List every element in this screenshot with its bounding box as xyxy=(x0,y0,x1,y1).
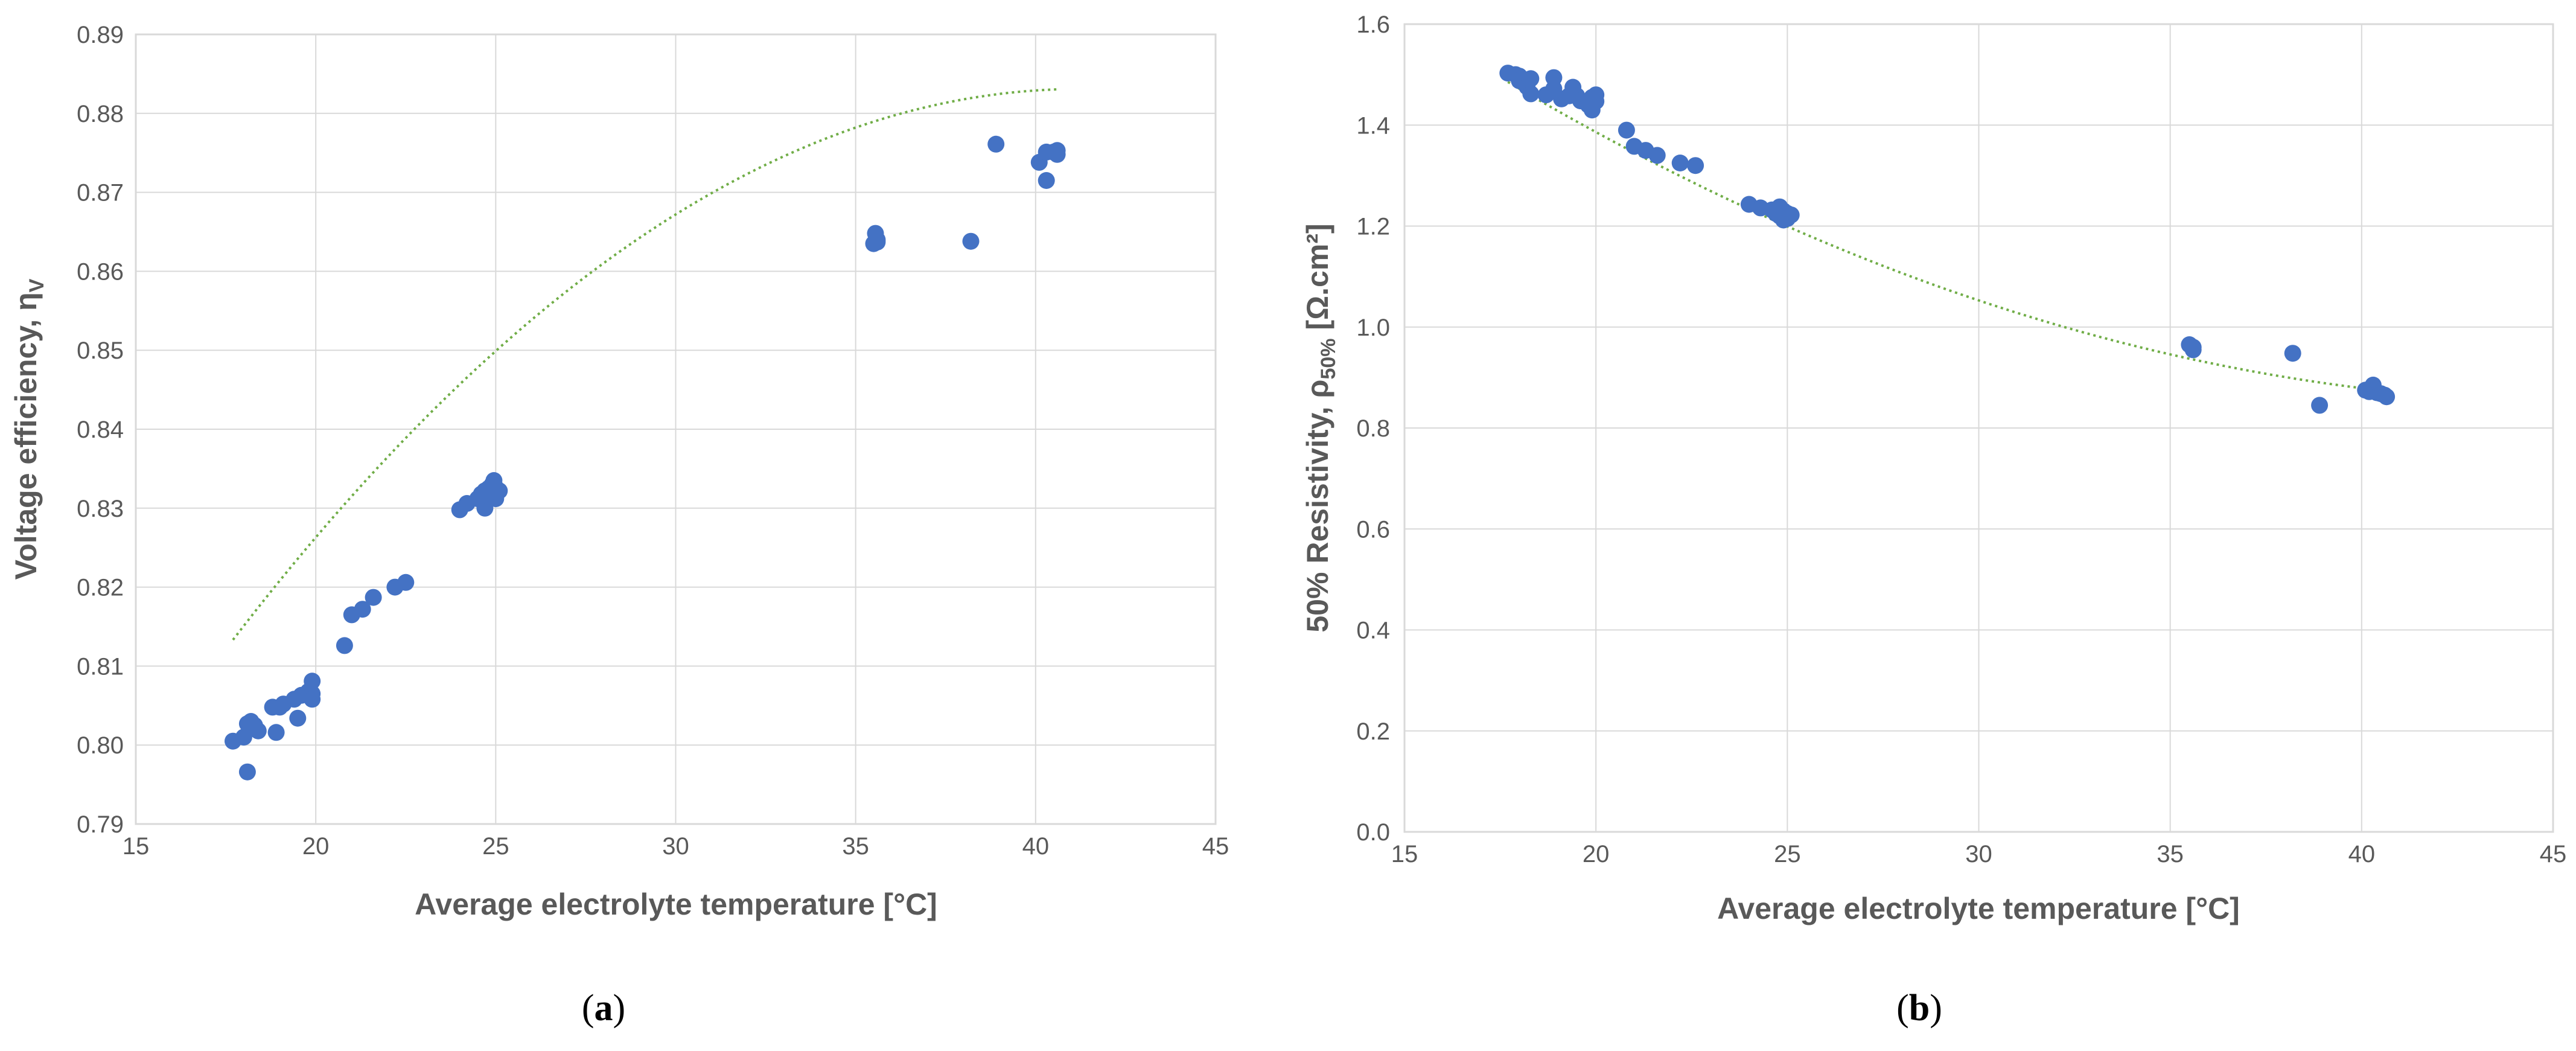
chart-a-point xyxy=(987,135,1005,153)
chart-b-point xyxy=(1671,155,1689,171)
chart-b-points xyxy=(1499,65,2396,414)
chart-a-y-axis-title-sub: V xyxy=(25,278,48,292)
chart-a-xtick-label: 15 xyxy=(123,833,150,860)
chart-a-xtick-label: 35 xyxy=(842,833,869,860)
chart-a-ytick-label: 0.81 xyxy=(77,653,124,680)
chart-a-ytick-label: 0.86 xyxy=(77,258,124,285)
chart-a-ytick-label: 0.82 xyxy=(77,575,124,601)
chart-a-ytick-label: 0.88 xyxy=(77,101,124,127)
chart-b-xtick-label: 40 xyxy=(2348,841,2376,867)
chart-a-ytick-label: 0.79 xyxy=(77,811,124,838)
chart-b-point xyxy=(1782,206,1800,224)
chart-b: 0.0 0.2 0.4 0.6 0.8 1.0 1.2 1.4 1.6 15 20 25 30 35 40… xyxy=(1301,11,2566,1029)
chart-a: 0.79 0.80 0.81 0.82 0.83 0.84 0.85 0.86 0.87 0.88… xyxy=(9,22,1229,1029)
chart-a-ytick-label: 0.85 xyxy=(77,337,124,364)
chart-b-y-axis-title-sub: 50% xyxy=(1317,338,1340,379)
chart-b-y-axis-title: 50% Resistivity, ρ50% [Ω.cm²] xyxy=(1301,223,1340,632)
chart-a-panel-label: (a) xyxy=(582,988,625,1029)
chart-a-xtick-label: 25 xyxy=(482,833,509,860)
chart-b-ytick-label: 0.6 xyxy=(1356,516,1390,543)
chart-b-panel-label: (b) xyxy=(1896,988,1942,1029)
chart-a-ytick-label: 0.84 xyxy=(77,417,124,443)
chart-a-ytick-labels: 0.79 0.80 0.81 0.82 0.83 0.84 0.85 0.86 0.87 0.88… xyxy=(77,22,124,838)
chart-b-point xyxy=(1687,157,1704,174)
chart-b-xtick-label: 20 xyxy=(1583,841,1610,867)
chart-b-ytick-label: 1.4 xyxy=(1356,112,1390,139)
chart-a-point xyxy=(869,234,886,251)
chart-a-point xyxy=(365,589,382,606)
chart-b-ytick-label: 0.2 xyxy=(1356,718,1390,745)
chart-a-point xyxy=(354,601,371,618)
chart-b-xtick-label: 45 xyxy=(2540,841,2567,867)
chart-b-point xyxy=(1522,70,1540,88)
chart-a-point xyxy=(491,482,508,499)
chart-b-xtick-label: 15 xyxy=(1391,841,1418,867)
chart-b-point xyxy=(1648,147,1666,164)
chart-a-ytick-label: 0.87 xyxy=(77,180,124,206)
chart-b-point xyxy=(2184,339,2202,356)
chart-a-point xyxy=(267,724,285,741)
chart-b-ytick-label: 1.6 xyxy=(1356,11,1390,38)
chart-a-point xyxy=(397,573,415,591)
chart-a-point xyxy=(336,637,353,654)
chart-b-point xyxy=(1545,69,1563,86)
chart-b-xtick-label: 30 xyxy=(1965,841,1992,867)
chart-b-xtick-label: 25 xyxy=(1774,841,1801,867)
chart-a-point xyxy=(289,709,307,727)
chart-a-ytick-label: 0.80 xyxy=(77,732,124,759)
chart-a-xtick-label: 30 xyxy=(662,833,689,860)
chart-a-trendline xyxy=(232,88,1057,641)
chart-b-y-axis-title-unit: [Ω.cm²] xyxy=(1301,223,1334,338)
chart-b-x-axis-title: Average electrolyte temperature [°C] xyxy=(1717,892,2240,925)
chart-a-xtick-label: 20 xyxy=(302,833,330,860)
chart-b-ytick-label: 0.0 xyxy=(1356,819,1390,846)
chart-b-point xyxy=(1522,85,1540,103)
chart-a-plot-frame xyxy=(135,33,1217,825)
chart-a-panel-label-open: ( xyxy=(582,988,595,1029)
chart-b-ytick-label: 1.2 xyxy=(1356,214,1390,240)
chart-b-point xyxy=(2378,388,2396,406)
chart-a-point xyxy=(1048,142,1066,159)
chart-b-panel-label-letter: b xyxy=(1909,988,1930,1029)
chart-a-points xyxy=(225,135,1066,781)
chart-a-point xyxy=(238,763,256,781)
chart-a-xtick-label: 45 xyxy=(1202,833,1229,860)
chart-b-gridlines xyxy=(1404,24,2554,832)
chart-b-ytick-label: 0.8 xyxy=(1356,415,1390,442)
chart-a-xtick-label: 40 xyxy=(1022,833,1050,860)
chart-b-point xyxy=(2311,397,2329,414)
chart-b-ytick-label: 0.4 xyxy=(1356,618,1390,644)
chart-b-xtick-label: 35 xyxy=(2157,841,2184,867)
chart-b-point xyxy=(1587,86,1605,104)
chart-a-point xyxy=(304,672,321,690)
chart-a-point xyxy=(249,722,267,740)
chart-b-xtick-labels: 15 20 25 30 35 40 45 xyxy=(1391,841,2567,867)
chart-a-y-axis-title-main: Voltage efficiency, η xyxy=(9,292,43,580)
chart-a-xtick-labels: 15 20 25 30 35 40 45 xyxy=(123,833,1229,860)
chart-b-plot-frame xyxy=(1403,23,2554,833)
chart-b-point xyxy=(1618,121,1635,139)
chart-a-point xyxy=(235,729,252,746)
chart-a-panel-label-letter: a xyxy=(595,988,613,1029)
chart-b-panel-label-open: ( xyxy=(1896,988,1909,1029)
chart-a-x-axis-title: Average electrolyte temperature [°C] xyxy=(415,887,937,921)
chart-a-point xyxy=(304,691,321,708)
chart-a-ytick-label: 0.89 xyxy=(77,22,124,48)
chart-b-panel-label-close: ) xyxy=(1930,988,1942,1029)
chart-b-y-axis-title-main: 50% Resistivity, ρ xyxy=(1301,380,1334,633)
chart-b-trendline xyxy=(1507,80,2385,392)
chart-a-point xyxy=(1038,172,1055,189)
chart-b-point xyxy=(2284,345,2301,362)
chart-b-ytick-label: 1.0 xyxy=(1356,315,1390,341)
chart-a-panel-label-close: ) xyxy=(613,988,626,1029)
chart-b-ytick-labels: 0.0 0.2 0.4 0.6 0.8 1.0 1.2 1.4 1.6 xyxy=(1356,11,1390,846)
chart-a-ytick-label: 0.83 xyxy=(77,496,124,522)
chart-a-y-axis-title: Voltage efficiency, ηV xyxy=(9,278,48,580)
chart-a-point xyxy=(962,232,980,250)
